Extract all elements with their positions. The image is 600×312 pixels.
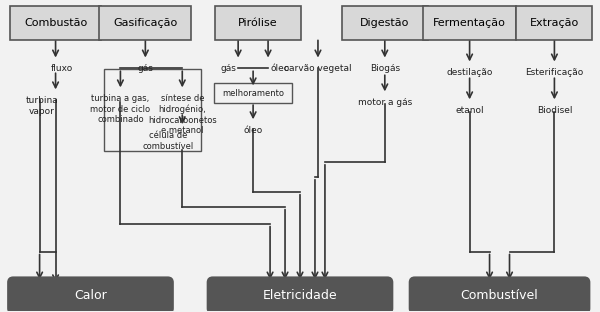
Text: Calor: Calor bbox=[74, 289, 107, 302]
Text: Gasificação: Gasificação bbox=[113, 17, 178, 27]
FancyBboxPatch shape bbox=[100, 6, 191, 40]
FancyBboxPatch shape bbox=[10, 6, 101, 40]
Text: etanol: etanol bbox=[455, 106, 484, 115]
Text: óleo: óleo bbox=[270, 64, 289, 73]
Text: gás: gás bbox=[137, 64, 153, 73]
Text: melhoramento: melhoramento bbox=[222, 89, 284, 98]
FancyBboxPatch shape bbox=[410, 277, 589, 312]
Text: destilação: destilação bbox=[446, 68, 493, 77]
Text: turbina
vapor: turbina vapor bbox=[25, 96, 58, 116]
Text: fluxo: fluxo bbox=[50, 64, 73, 73]
Text: célula de
combustível: célula de combustível bbox=[143, 131, 194, 150]
Text: síntese de
hidrogénio,
hidrocarbonetos
e metanol: síntese de hidrogénio, hidrocarbonetos e… bbox=[148, 94, 217, 135]
Text: Biogás: Biogás bbox=[370, 64, 400, 73]
Text: Esterificação: Esterificação bbox=[525, 68, 584, 77]
Text: gás: gás bbox=[220, 64, 236, 73]
Text: Biodisel: Biodisel bbox=[536, 106, 572, 115]
FancyBboxPatch shape bbox=[215, 6, 301, 40]
Text: turbina a gas,
motor de ciclo
combinado: turbina a gas, motor de ciclo combinado bbox=[91, 94, 151, 124]
Text: Extração: Extração bbox=[530, 17, 579, 27]
Text: motor a gás: motor a gás bbox=[358, 98, 412, 107]
Text: Fermentação: Fermentação bbox=[433, 17, 506, 27]
FancyBboxPatch shape bbox=[208, 277, 392, 312]
Text: óleo: óleo bbox=[244, 126, 263, 135]
Text: Combustível: Combustível bbox=[461, 289, 538, 302]
Text: Eletricidade: Eletricidade bbox=[263, 289, 337, 302]
FancyBboxPatch shape bbox=[8, 277, 173, 312]
FancyBboxPatch shape bbox=[342, 6, 428, 40]
FancyBboxPatch shape bbox=[517, 6, 592, 40]
FancyBboxPatch shape bbox=[423, 6, 517, 40]
Text: carvão vegetal: carvão vegetal bbox=[284, 64, 352, 73]
Text: Digestão: Digestão bbox=[360, 17, 409, 27]
Text: Combustão: Combustão bbox=[24, 17, 87, 27]
Text: Pirólise: Pirólise bbox=[238, 17, 278, 27]
